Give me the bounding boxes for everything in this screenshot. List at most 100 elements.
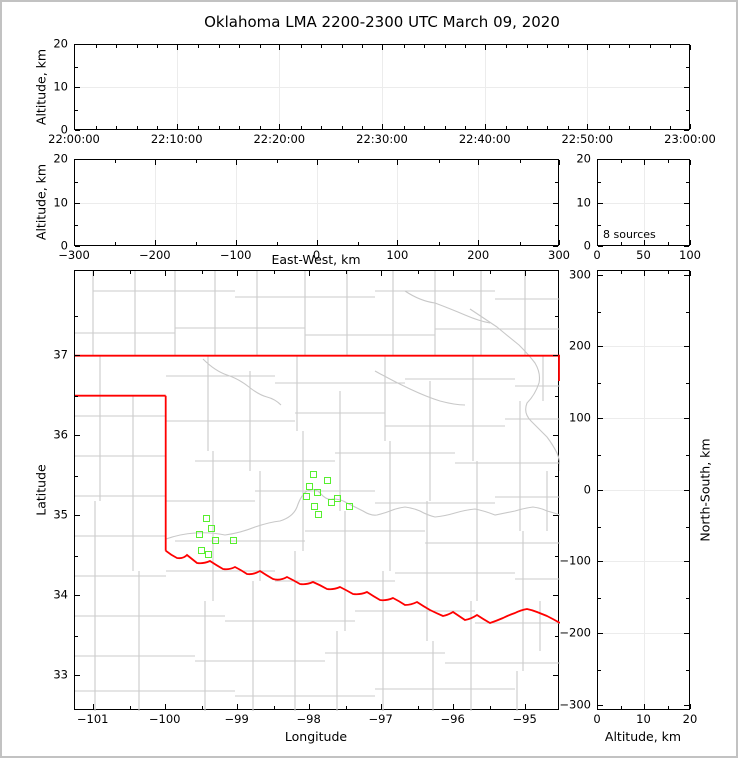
tick-mark bbox=[154, 240, 156, 245]
tick-mark bbox=[690, 160, 691, 165]
tick-mark bbox=[553, 674, 558, 676]
tick-mark-minor bbox=[686, 66, 689, 68]
tick-mark bbox=[397, 160, 399, 165]
river-canadian bbox=[165, 488, 560, 540]
tick-mark bbox=[236, 271, 238, 276]
y-tick-label: 37 bbox=[53, 347, 68, 362]
tick-mark bbox=[478, 240, 480, 245]
tick-mark bbox=[316, 160, 318, 165]
source-marker bbox=[195, 530, 203, 538]
tick-mark bbox=[74, 45, 75, 50]
tick-mark-minor bbox=[686, 669, 689, 671]
y-tick-label: 300 bbox=[569, 267, 591, 282]
tick-mark-minor bbox=[95, 45, 97, 48]
river-cimarron bbox=[202, 358, 282, 406]
x-tick-label: 100 bbox=[679, 248, 701, 262]
grid-line bbox=[598, 633, 689, 634]
tick-mark bbox=[598, 704, 603, 706]
tick-mark bbox=[397, 240, 399, 245]
tick-mark bbox=[452, 271, 454, 276]
tick-mark bbox=[684, 561, 689, 563]
tick-mark bbox=[74, 124, 75, 129]
tick-mark-minor bbox=[526, 45, 528, 48]
p5-ylabel: North-South, km bbox=[697, 438, 713, 542]
tick-mark-minor bbox=[555, 225, 558, 227]
tick-mark bbox=[176, 45, 178, 50]
tick-mark-minor bbox=[75, 225, 78, 227]
x-tick-label: −97 bbox=[368, 712, 393, 726]
tick-mark bbox=[587, 45, 589, 50]
tick-mark-minor bbox=[519, 160, 521, 163]
tick-mark bbox=[598, 633, 603, 634]
grid-line bbox=[598, 561, 689, 563]
tick-mark-minor bbox=[129, 706, 131, 709]
tick-mark bbox=[684, 130, 689, 131]
grid-line bbox=[598, 489, 689, 491]
grid-line bbox=[75, 87, 689, 88]
tick-mark-minor bbox=[555, 315, 558, 317]
tick-mark bbox=[643, 240, 645, 245]
tick-mark-minor bbox=[116, 126, 118, 129]
tick-mark bbox=[308, 704, 310, 709]
tick-mark-minor bbox=[555, 181, 558, 183]
tick-mark bbox=[598, 246, 603, 247]
tick-mark-minor bbox=[506, 126, 508, 129]
tick-mark-minor bbox=[598, 311, 601, 313]
tick-mark-minor bbox=[277, 160, 279, 163]
tick-mark bbox=[92, 704, 94, 709]
tick-mark-minor bbox=[115, 242, 117, 245]
tick-mark-minor bbox=[621, 160, 623, 163]
east-west-height-panel bbox=[74, 159, 560, 247]
tick-mark-minor bbox=[198, 126, 200, 129]
tick-mark-minor bbox=[116, 45, 118, 48]
y-tick-label: 10 bbox=[53, 195, 68, 209]
source-marker bbox=[303, 493, 311, 501]
x-tick-label: 22:20:00 bbox=[253, 132, 306, 146]
x-tick-label: 100 bbox=[386, 248, 409, 262]
tick-mark-minor bbox=[555, 635, 558, 637]
tick-mark bbox=[382, 124, 383, 129]
tick-mark-minor bbox=[629, 45, 631, 48]
tick-mark-minor bbox=[567, 126, 569, 129]
tick-mark-minor bbox=[273, 271, 275, 274]
tick-mark bbox=[75, 202, 80, 204]
tick-mark-minor bbox=[506, 45, 508, 48]
tick-mark-minor bbox=[362, 45, 364, 48]
tick-mark bbox=[484, 45, 486, 50]
tick-mark-minor bbox=[403, 45, 405, 48]
tick-mark bbox=[236, 704, 238, 709]
x-tick-label: −300 bbox=[58, 248, 90, 262]
y-tick-label: 200 bbox=[569, 338, 591, 353]
tick-mark-minor bbox=[686, 526, 689, 528]
tick-mark bbox=[553, 514, 558, 516]
tick-mark-minor bbox=[547, 126, 549, 129]
tick-mark bbox=[684, 44, 689, 45]
x-tick-label: 22:30:00 bbox=[356, 132, 408, 146]
y-tick-label: 100 bbox=[569, 410, 591, 425]
tick-mark bbox=[75, 594, 80, 596]
y-tick-label: 0 bbox=[60, 238, 68, 253]
y-tick-label: 34 bbox=[53, 587, 68, 602]
source-histogram-panel bbox=[597, 159, 691, 247]
tick-mark-minor bbox=[75, 66, 78, 68]
x-tick-label: 23:00:00 bbox=[664, 132, 716, 146]
tick-mark bbox=[598, 274, 603, 276]
tick-mark bbox=[279, 45, 281, 50]
tick-mark-minor bbox=[598, 383, 601, 385]
source-marker bbox=[198, 546, 206, 554]
tick-mark-minor bbox=[362, 126, 364, 129]
x-tick-label: −96 bbox=[440, 712, 465, 726]
source-marker bbox=[202, 514, 210, 522]
tick-mark bbox=[75, 674, 80, 676]
source-marker bbox=[324, 476, 332, 484]
tick-mark bbox=[553, 594, 558, 596]
tick-mark-minor bbox=[196, 242, 198, 245]
tick-mark-minor bbox=[218, 126, 220, 129]
time-height-panel bbox=[74, 44, 691, 131]
x-tick-label: 200 bbox=[467, 248, 490, 262]
tick-mark bbox=[690, 240, 691, 245]
tick-mark bbox=[380, 704, 382, 709]
y-tick-label: 20 bbox=[53, 151, 68, 166]
tick-mark bbox=[643, 704, 645, 709]
tick-mark bbox=[75, 44, 80, 45]
